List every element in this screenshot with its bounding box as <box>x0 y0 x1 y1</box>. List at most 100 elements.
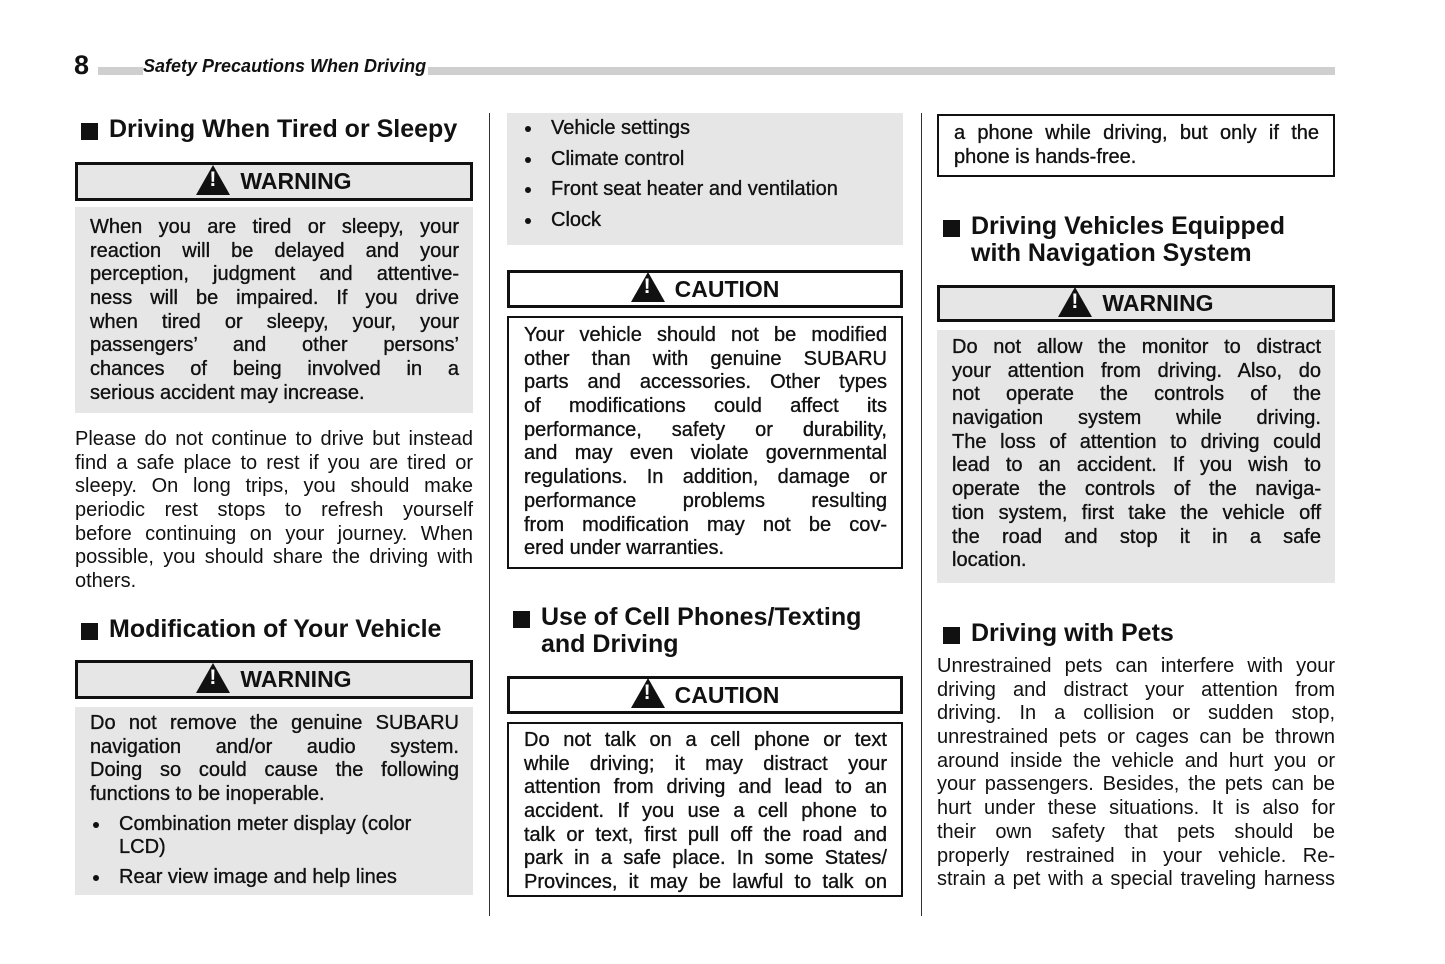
text-line: others. <box>75 570 137 593</box>
text-line: Do not remove the genuine SUBARU <box>90 712 459 734</box>
text-line: passengers’ and other persons’ <box>90 334 459 357</box>
text-line: driving. In a collision or sudden stop, <box>937 702 1335 725</box>
bullet-text: Combination meter display (color <box>119 812 412 835</box>
bullet-icon <box>93 875 99 882</box>
text-line: Your vehicle should not be modified <box>524 324 887 346</box>
heading-line: Driving Vehicles Equipped <box>971 212 1285 240</box>
caution-label-text: CAUTION <box>674 275 780 302</box>
text-line: their own safety that pets should be <box>937 820 1335 843</box>
bullet-text: Climate control <box>551 147 685 170</box>
warning-triangle-icon <box>196 662 231 693</box>
warning-body: Vehicle settings Climate control Front sea… <box>507 113 903 245</box>
bullet-text: Clock <box>551 209 602 232</box>
text-line: of modifications could affect its <box>524 395 887 418</box>
bullet-icon <box>93 821 99 828</box>
text-line: other than with genuine SUBARU <box>524 347 887 370</box>
bullet-item: Vehicle settings <box>522 117 889 141</box>
section-square-icon <box>943 627 960 644</box>
caution-label-text: CAUTION <box>674 681 780 708</box>
text-line: hurt under these situations. It is also … <box>937 797 1335 820</box>
text-line: ness will be impaired. If you drive <box>90 287 459 310</box>
section-square-icon <box>81 623 98 640</box>
warning-body: Do not allow the monitor to distract your… <box>937 330 1335 583</box>
heading-line: Driving When Tired or Sleepy <box>109 115 458 143</box>
section-heading: Modification of Your Vehicle <box>75 616 473 643</box>
section-heading: Driving When Tired or Sleepy <box>75 116 473 143</box>
text-line: Please do not continue to drive but inst… <box>75 428 473 450</box>
text-line: driving and distract your attention from <box>937 678 1335 701</box>
text-line: Do not allow the monitor to distract <box>952 336 1321 358</box>
text-line: navigation and/or audio system. <box>90 735 459 758</box>
text-line: Provinces, it may be lawful to talk on <box>524 871 887 894</box>
caution-label: CAUTION <box>507 270 903 308</box>
section-heading: Driving with Pets <box>937 620 1335 647</box>
heading-line: with Navigation System <box>971 239 1252 267</box>
warning-label: WARNING <box>75 660 473 699</box>
bullet-item: Rear view image and help lines <box>90 866 459 890</box>
warning-triangle-icon <box>630 272 665 302</box>
text-line: your attention from driving. Also, do <box>952 359 1321 382</box>
text-line: When you are tired or sleepy, your <box>90 216 459 238</box>
text-line: Unrestrained pets can interfere with you… <box>937 655 1335 677</box>
body-paragraph: Please do not continue to drive but inst… <box>75 428 473 594</box>
text-line: find a safe place to rest if you are tir… <box>75 451 473 474</box>
warning-triangle-icon <box>1058 286 1093 317</box>
column-divider <box>921 113 922 916</box>
text-line: periodic rest stops to refresh yourself <box>75 499 473 522</box>
section-square-icon <box>943 220 960 237</box>
warning-body: When you are tired or sleepy, your reacti… <box>75 207 473 413</box>
heading-line: and Driving <box>541 630 679 658</box>
text-line: sleepy. On long trips, you should make <box>75 475 473 498</box>
text-line: strain a pet with a special traveling ha… <box>937 868 1335 891</box>
text-line: reaction will be delayed and your <box>90 239 459 262</box>
text-line: parts and accessories. Other types <box>524 371 887 394</box>
text-line: talk or text, first pull off the road an… <box>524 823 887 846</box>
bullet-item: Front seat heater and ventilation <box>522 178 889 202</box>
warning-label: WARNING <box>937 285 1335 322</box>
header-bar <box>98 67 1335 75</box>
text-line: location. <box>952 549 1027 572</box>
text-line: performance, safety or durability, <box>524 418 887 441</box>
text-line: before continuing on your journey. When <box>75 522 473 545</box>
text-line: The loss of attention to driving could <box>952 430 1321 453</box>
text-line: regulations. In addition, damage or <box>524 466 887 489</box>
running-title: Safety Precautions When Driving <box>143 56 429 77</box>
text-line: properly restrained in your vehicle. Re- <box>937 844 1335 867</box>
warning-triangle-icon <box>630 678 665 708</box>
text-line: serious accident may increase. <box>90 381 365 404</box>
bullet-item: Clock <box>522 209 889 233</box>
text-line: tion system, first take the vehicle off <box>952 501 1321 524</box>
text-line: around inside the vehicle and hurt you o… <box>937 749 1335 772</box>
text-line: while driving; it may distract your <box>524 752 887 775</box>
caution-body: Your vehicle should not be modified other… <box>507 316 903 569</box>
page-number: 8 <box>74 50 90 80</box>
section-square-icon <box>513 611 530 628</box>
text-line: unrestrained pets or cages can be thrown <box>937 726 1335 749</box>
text-line: phone is hands-free. <box>954 145 1137 168</box>
text-line: performance problems resulting <box>524 489 887 512</box>
text-line: navigation system while driving. <box>952 407 1321 430</box>
text-line: and may even violate governmental <box>524 442 887 465</box>
bullet-text: Front seat heater and ventilation <box>551 178 838 201</box>
bullet-item: Combination meter display (color LCD) <box>90 813 459 860</box>
section-square-icon <box>81 123 98 140</box>
caution-body: a phone while driving, but only if the ph… <box>937 114 1335 177</box>
warning-label-text: WARNING <box>1102 290 1214 316</box>
text-line: accident. If you use a cell phone to <box>524 800 887 823</box>
bullet-icon <box>525 218 531 225</box>
heading-line: Driving with Pets <box>971 619 1174 647</box>
text-line: chances of being involved in a <box>90 358 459 381</box>
text-line: the road and stop it in a safe <box>952 525 1321 548</box>
warning-body: Do not remove the genuine SUBARU navigati… <box>75 707 473 895</box>
text-line: ered under warranties. <box>524 537 725 560</box>
text-line: attention from driving and lead to an <box>524 776 887 799</box>
warning-label-text: WARNING <box>240 666 352 692</box>
text-line: from modification may not be cov- <box>524 513 887 536</box>
caution-body: Do not talk on a cell phone or text while… <box>507 722 903 897</box>
bullet-icon <box>525 187 531 194</box>
bullet-icon <box>525 126 531 132</box>
heading-line: Use of Cell Phones/Texting <box>541 603 862 631</box>
text-line: perception, judgment and attentive- <box>90 263 459 286</box>
warning-label-text: WARNING <box>240 168 352 194</box>
bullet-text: LCD) <box>119 836 166 859</box>
